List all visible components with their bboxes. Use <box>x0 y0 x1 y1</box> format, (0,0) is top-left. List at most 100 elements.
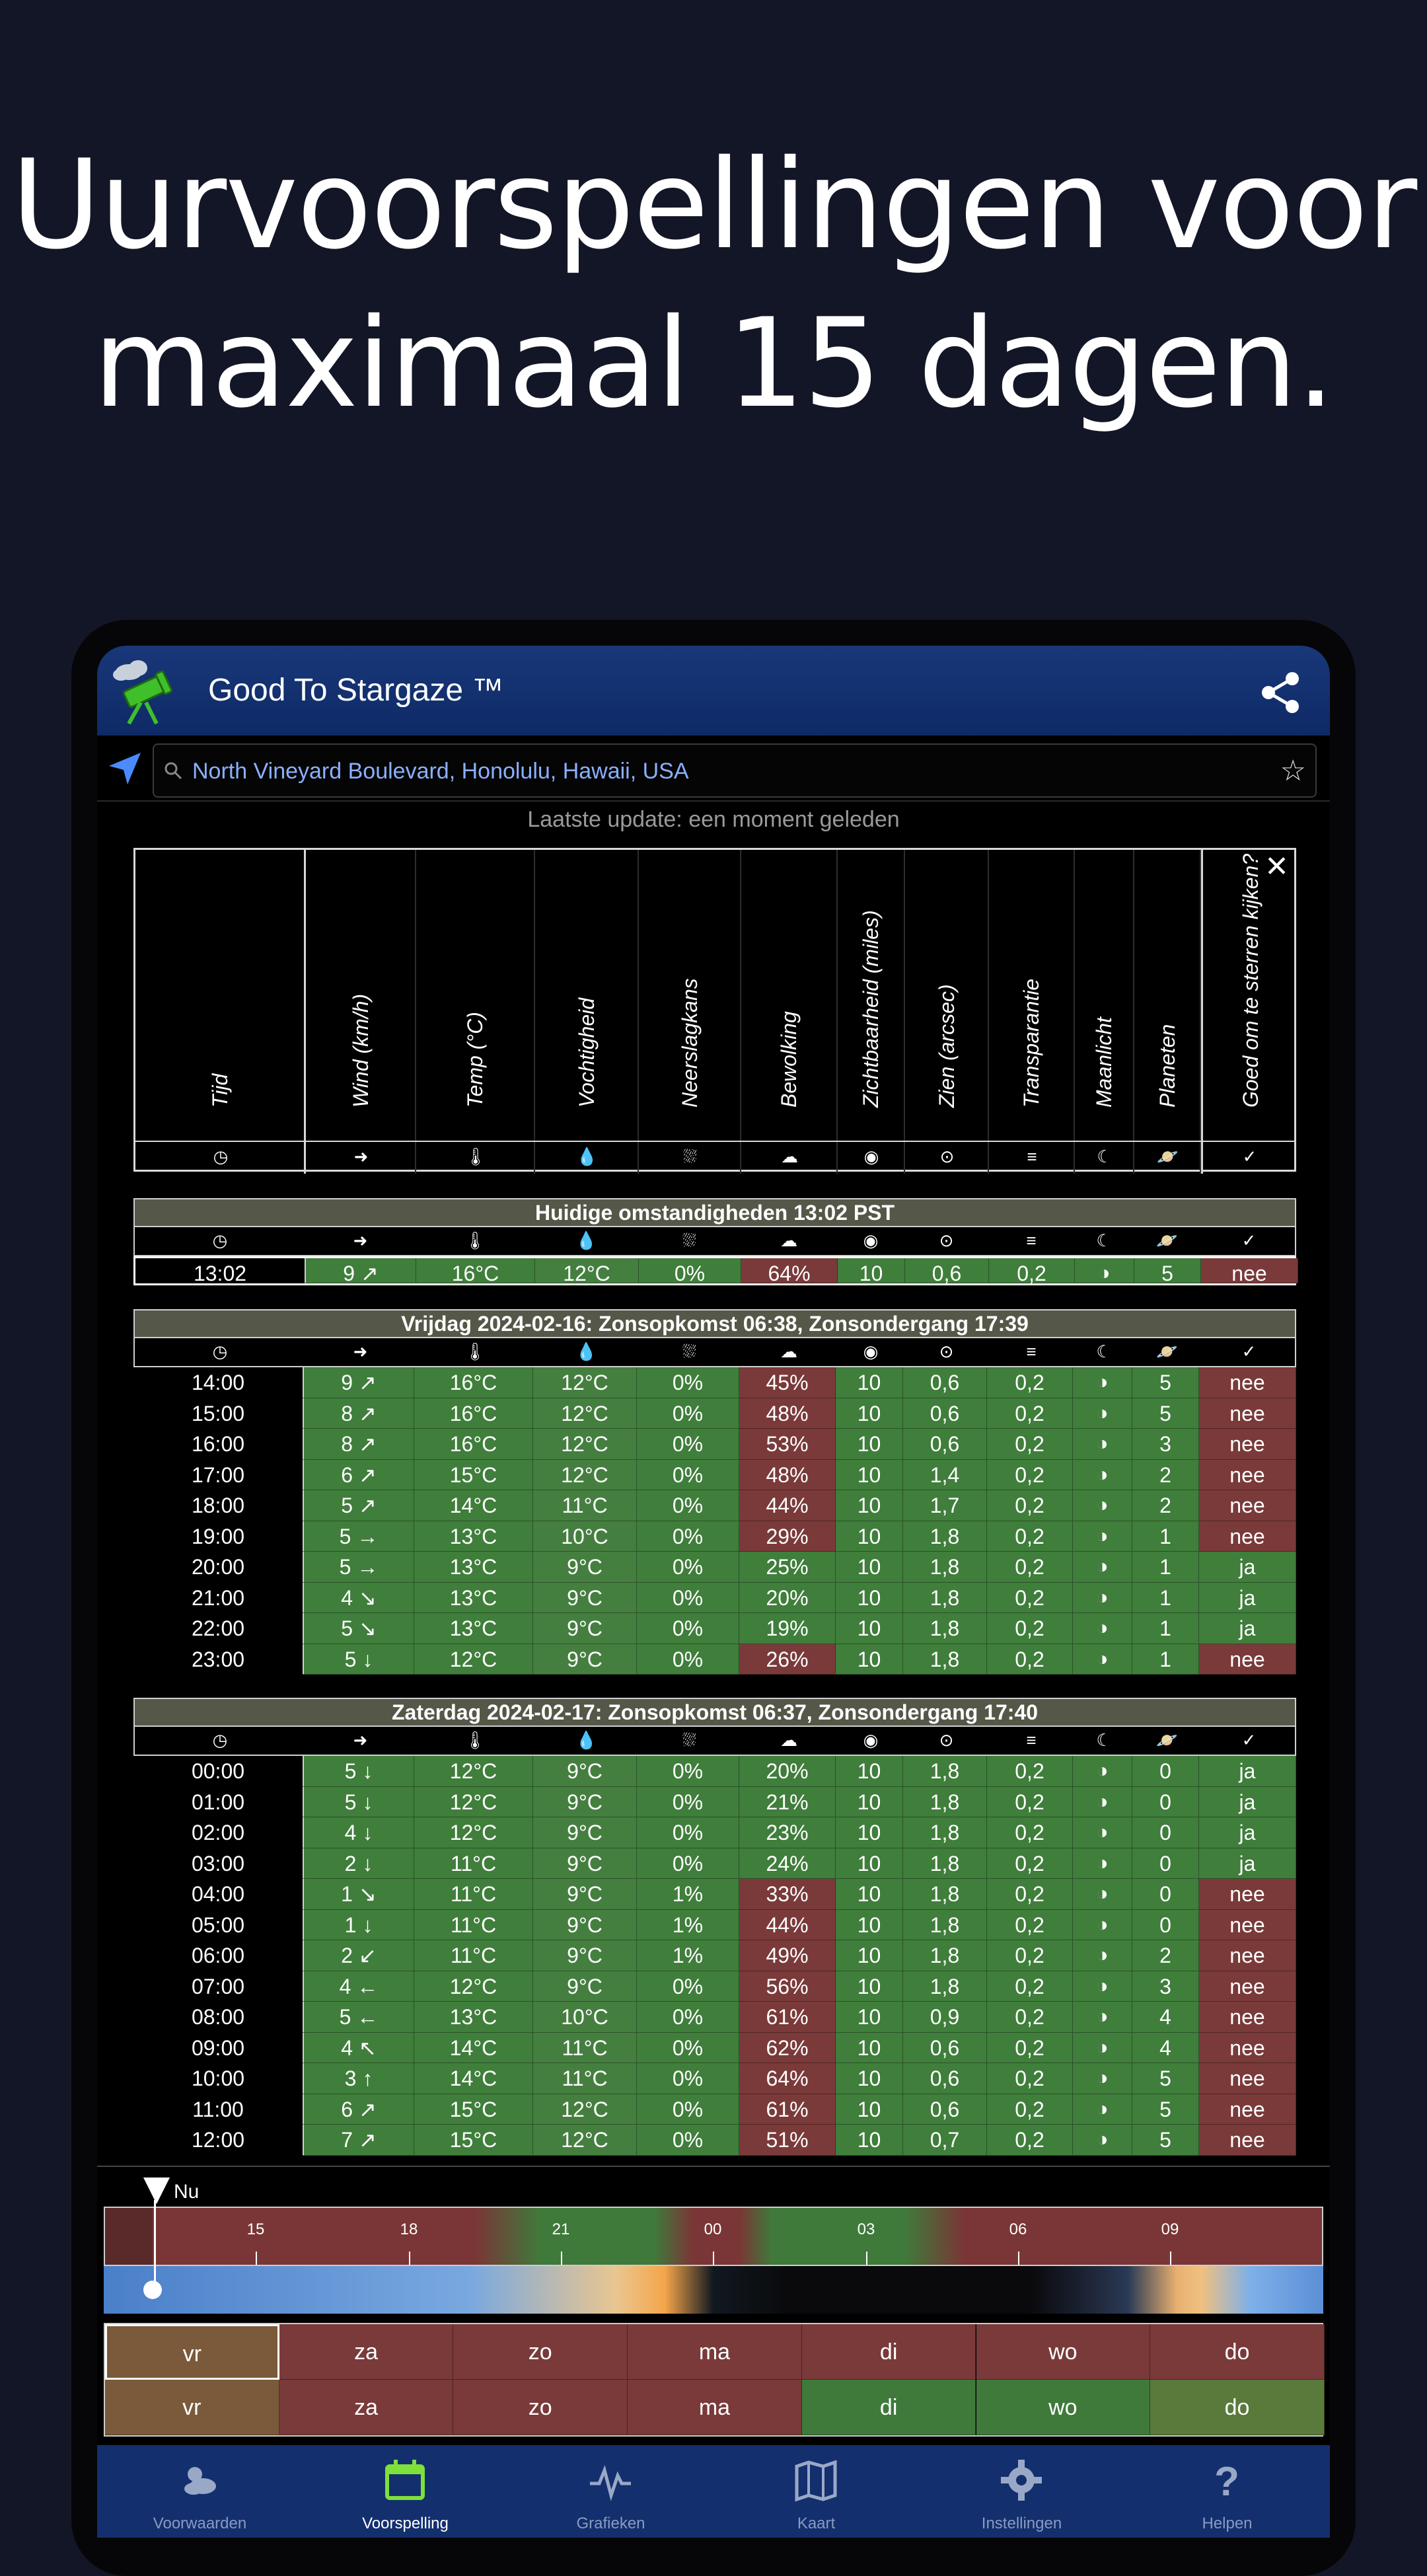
wind-arrow-icon: ➜ <box>353 1342 368 1361</box>
timeline-tick <box>1018 2252 1019 2265</box>
location-arrow-icon[interactable] <box>106 750 143 787</box>
cell-see: 1,8 <box>903 1971 987 2002</box>
cell-vis: 10 <box>836 1817 903 1848</box>
nav-item-grafieken[interactable]: Grafieken <box>508 2445 714 2538</box>
day-cell-za[interactable]: za <box>279 2380 454 2435</box>
cell-trans: 0,2 <box>987 1756 1073 1787</box>
cell-trans: 0,2 <box>987 1459 1073 1490</box>
planet-icon: 🪐 <box>1157 1147 1179 1166</box>
day-cell-ma[interactable]: ma <box>628 2380 802 2435</box>
section-icon-row: ◷ ➜ 🌡 💧 ⛆ ☁ ◉ ⊙ ≡ ☾ 🪐 ✓ <box>133 1727 1296 1756</box>
day-cell-di[interactable]: di <box>801 2324 976 2380</box>
cell-precip: 0% <box>637 2125 739 2156</box>
cell-hum: 9°C <box>533 1817 637 1848</box>
table-row: 07:00 4 ← 12°C 9°C 0% 56% 10 1,8 0,2 ◑ 3 nee <box>133 1971 1296 2002</box>
table-row: 20:00 5 → 13°C 9°C 0% 25% 10 1,8 0,2 ◑ 1 ja <box>133 1552 1296 1583</box>
cell-see: 0,6 <box>903 1398 987 1429</box>
day-cell-zo[interactable]: zo <box>453 2324 628 2380</box>
nav-item-helpen[interactable]: ? Helpen <box>1124 2445 1330 2538</box>
day-cell-do[interactable]: do <box>1150 2380 1325 2435</box>
cell-vis: 10 <box>836 1582 903 1613</box>
cell-cloud: 20% <box>739 1582 836 1613</box>
cell-see: 0,9 <box>903 2002 987 2033</box>
clock-icon: ◷ <box>212 1342 228 1361</box>
day-cell-vr[interactable]: vr <box>105 2380 279 2435</box>
cell-hum: 12°C <box>533 1367 637 1398</box>
day-cell-wo[interactable]: wo <box>976 2324 1151 2380</box>
headline-line-1: Uurvoorspellingen voor <box>11 133 1418 276</box>
cell-hum: 10°C <box>533 2002 637 2033</box>
clock-icon: ◷ <box>212 1231 228 1250</box>
cell-see: 0,6 <box>903 1429 987 1460</box>
day-cell-vr[interactable]: vr <box>105 2324 279 2380</box>
headline-line-2: maximaal 15 dagen. <box>92 291 1335 435</box>
cell-vis: 10 <box>836 1613 903 1644</box>
cell-wind: 5 ← <box>304 2002 414 2033</box>
nav-item-voorwaarden[interactable]: Voorwaarden <box>97 2445 303 2538</box>
planet-icon: 🪐 <box>1156 1342 1178 1361</box>
cell-trans: 0,2 <box>987 1817 1073 1848</box>
header-label-wrap: Goed om te sterren kijken? <box>1203 850 1298 1141</box>
cell-planets: 3 <box>1132 1429 1199 1460</box>
day-cell-ma[interactable]: ma <box>628 2324 802 2380</box>
cell-temp: 14°C <box>414 2063 533 2094</box>
cell-precip: 0% <box>637 2002 739 2033</box>
cell-vis: 10 <box>836 1848 903 1879</box>
cell-precip: 1% <box>637 1909 739 1940</box>
check-circle-icon: ✓ <box>1241 1342 1257 1361</box>
cell-good: nee <box>1199 1367 1296 1398</box>
cell-temp: 15°C <box>414 2125 533 2156</box>
calendar-icon <box>385 2460 425 2500</box>
cell-temp: 11°C <box>414 1879 533 1910</box>
nav-label: Kaart <box>797 2515 836 2532</box>
nav-item-kaart[interactable]: Kaart <box>714 2445 919 2538</box>
cell-precip: 0% <box>637 1459 739 1490</box>
cell-hum: 9°C <box>533 1848 637 1879</box>
header-label-precip: Neerslagkans <box>677 978 702 1108</box>
header-label-wrap: Bewolking <box>741 850 836 1141</box>
cell-good: ja <box>1199 1552 1296 1583</box>
cell-hum: 9°C <box>533 1756 637 1787</box>
table-row: 16:00 8 ↗ 16°C 12°C 0% 53% 10 0,6 0,2 ◑ 3 nee <box>133 1429 1296 1460</box>
day-cell-do[interactable]: do <box>1150 2324 1325 2380</box>
timeline-tick-label: 21 <box>552 2220 570 2238</box>
cell-temp: 12°C <box>414 1786 533 1817</box>
nav-item-voorspelling[interactable]: Voorspelling <box>303 2445 508 2538</box>
cell-see: 0,6 <box>903 2094 987 2125</box>
day-cell-di[interactable]: di <box>801 2380 976 2435</box>
cell-cloud: 24% <box>739 1848 836 1879</box>
header-col-wind: Wind (km/h) <box>306 850 416 1174</box>
cell-vis: 10 <box>836 1786 903 1817</box>
cell-hum: 12°C <box>533 1429 637 1460</box>
eye-icon: ◉ <box>863 1231 879 1250</box>
close-icon[interactable]: ✕ <box>1264 851 1289 883</box>
day-cell-za[interactable]: za <box>279 2324 454 2380</box>
nav-item-instellingen[interactable]: Instellingen <box>919 2445 1124 2538</box>
day-cell-zo[interactable]: zo <box>453 2380 628 2435</box>
moon-icon: ☾ <box>1097 1147 1113 1166</box>
cell-time: 09:00 <box>133 2032 304 2063</box>
lines-icon: ≡ <box>1027 1147 1037 1166</box>
cell-moon: ◑ <box>1073 1644 1132 1675</box>
header-col-good: Goed om te sterren kijken? <box>1201 850 1298 1174</box>
header-label-wrap: Planeten <box>1134 850 1200 1141</box>
cell-wind: 6 ↗ <box>304 2094 414 2125</box>
share-icon[interactable] <box>1258 669 1304 716</box>
favorite-star-icon[interactable]: ☆ <box>1280 755 1306 787</box>
now-marker-icon[interactable] <box>143 2178 170 2204</box>
day-cell-wo[interactable]: wo <box>976 2380 1151 2435</box>
location-search-field[interactable]: North Vineyard Boulevard, Honolulu, Hawa… <box>153 743 1317 798</box>
table-row: 15:00 8 ↗ 16°C 12°C 0% 48% 10 0,6 0,2 ◑ 5 nee <box>133 1398 1296 1429</box>
lines-icon: ≡ <box>1026 1231 1037 1250</box>
header-col-precip: Neerslagkans <box>639 850 741 1174</box>
cell-temp: 11°C <box>414 1848 533 1879</box>
question-icon: ? <box>1214 2459 1239 2503</box>
cell-moon: ◑ <box>1073 1429 1132 1460</box>
cell-time: 12:00 <box>133 2125 304 2156</box>
cell-precip: 0% <box>637 1971 739 2002</box>
cell-cloud: 44% <box>739 1490 836 1521</box>
cell-good: ja <box>1199 1786 1296 1817</box>
cell-trans: 0,2 <box>989 1258 1075 1285</box>
cell-moon: ◑ <box>1073 1817 1132 1848</box>
telescope-logo-icon <box>113 660 173 725</box>
